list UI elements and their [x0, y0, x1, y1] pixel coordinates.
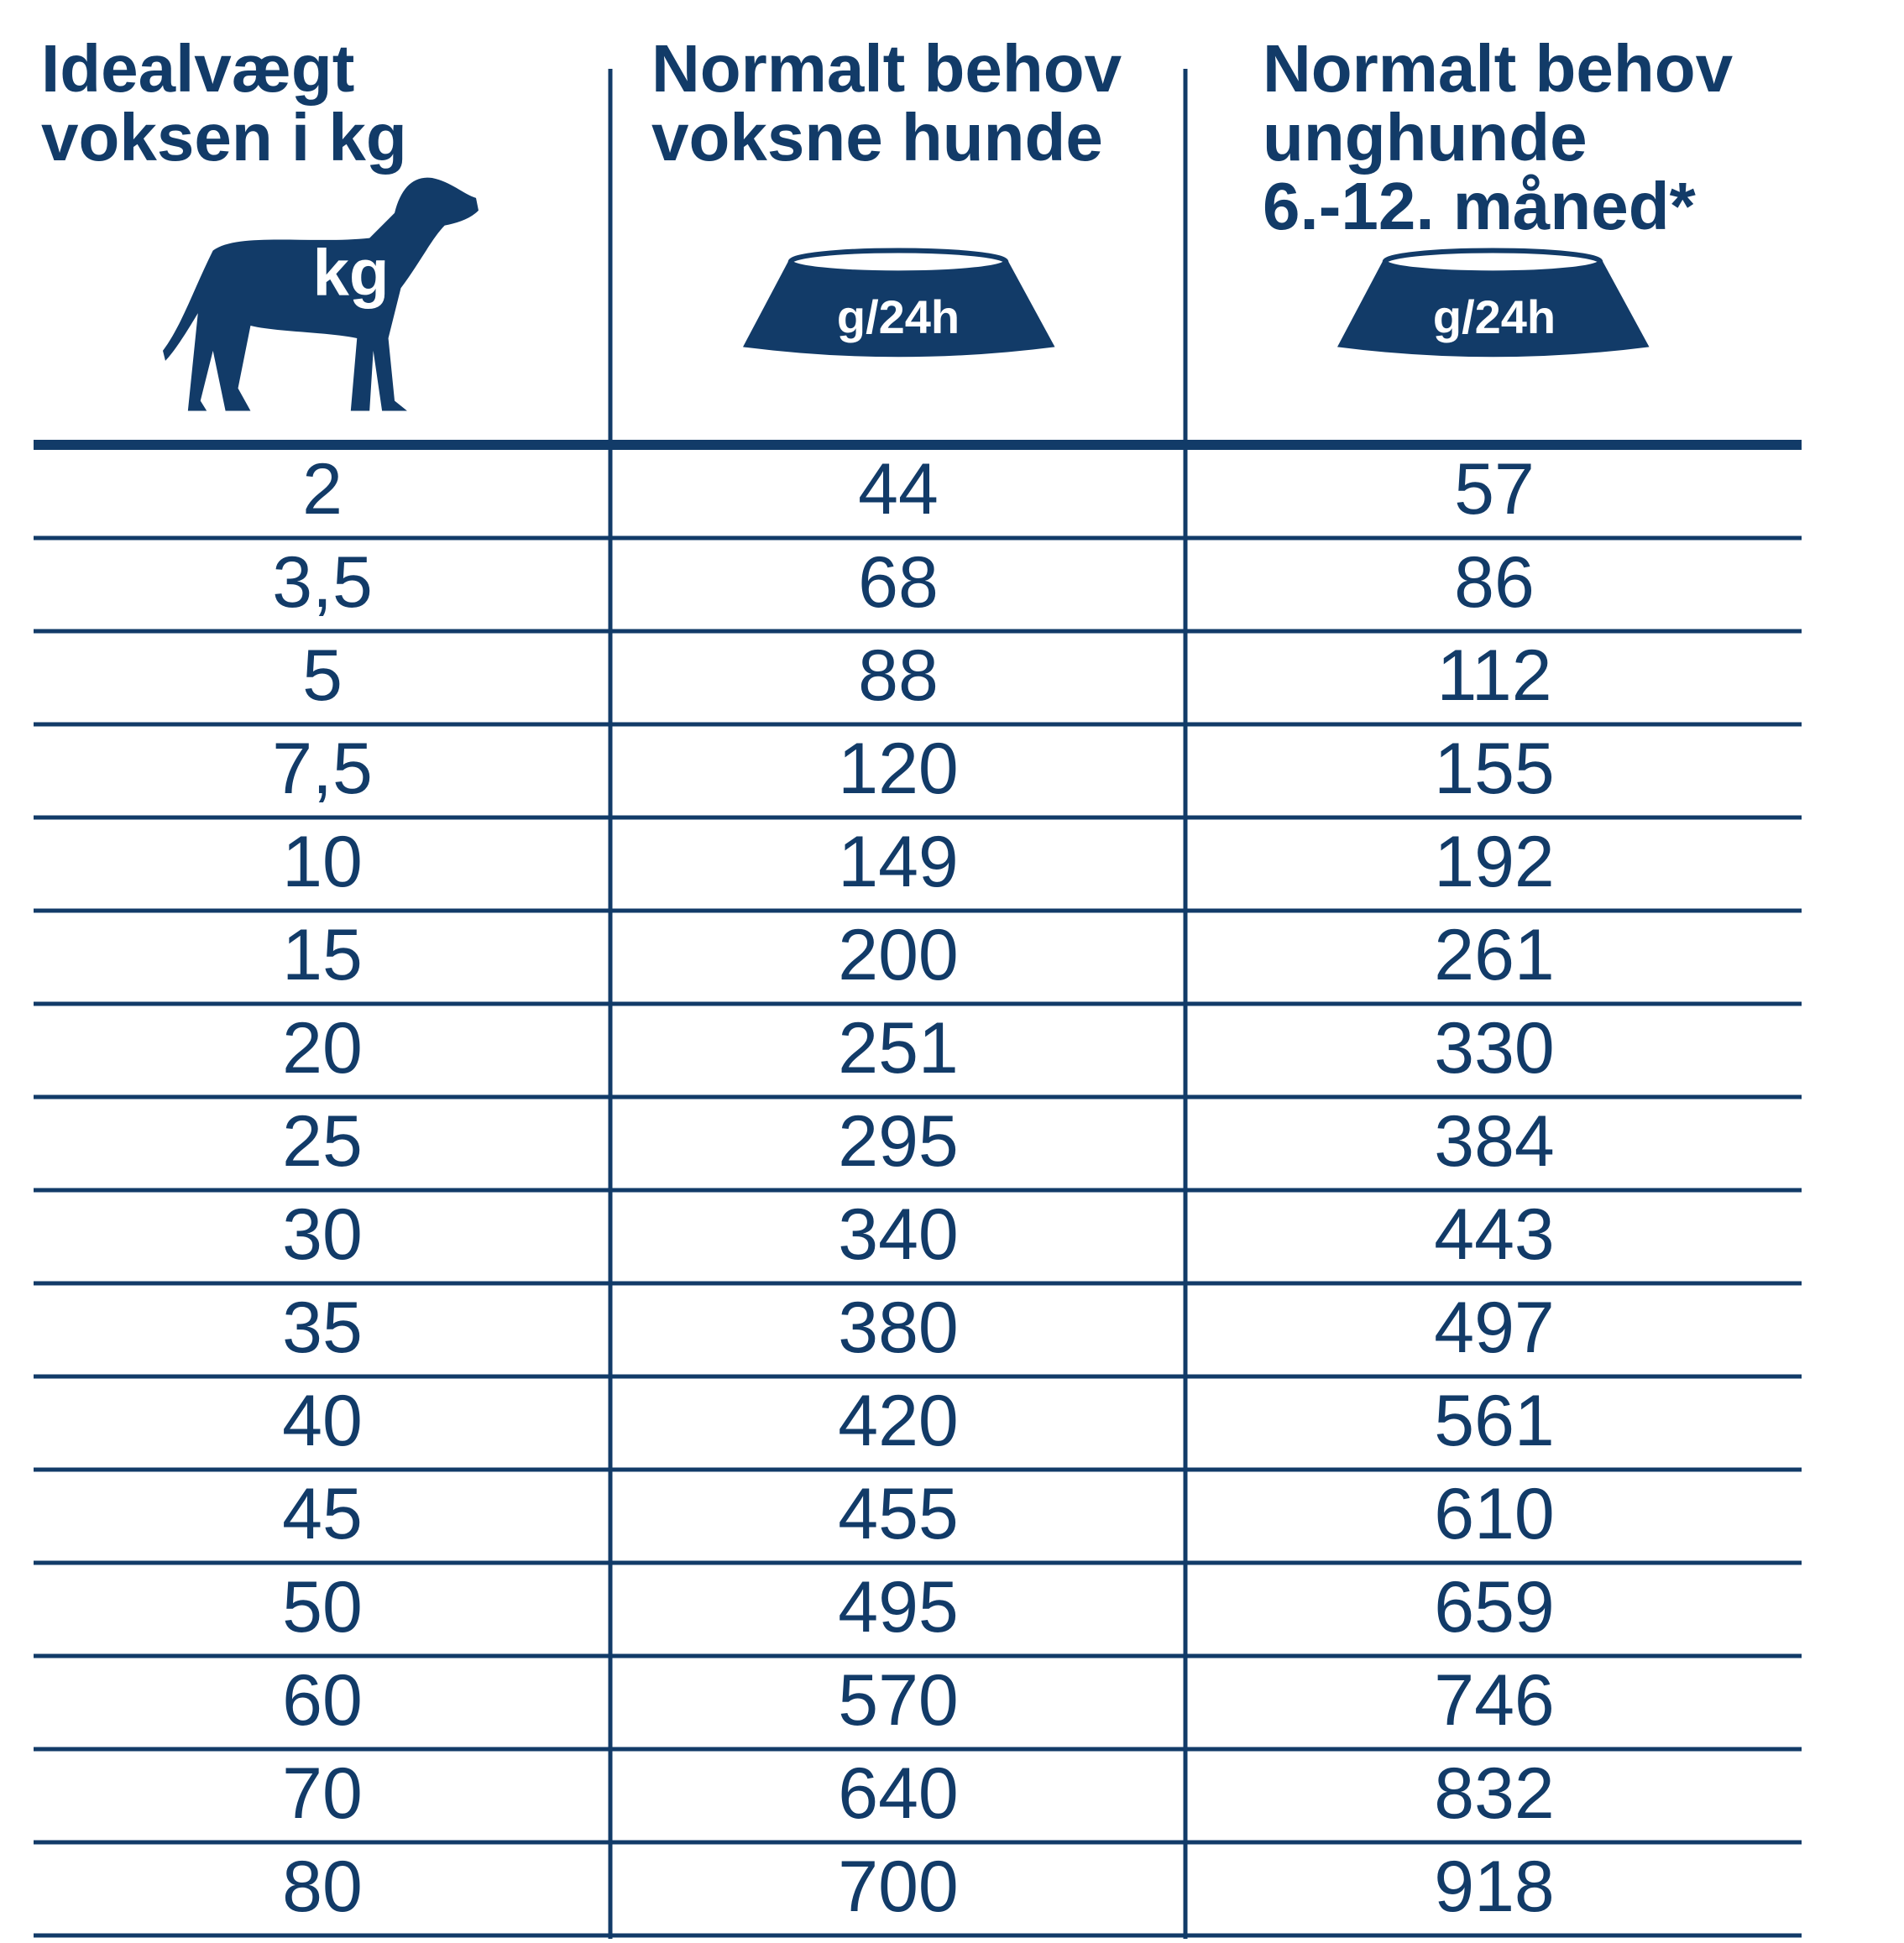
table-cell: 7,5 — [272, 729, 373, 809]
table-cell: 200 — [838, 915, 959, 995]
bowl-icon — [743, 248, 1055, 358]
column-header: Normalt behov — [651, 31, 1122, 106]
table-cell: 120 — [838, 729, 959, 809]
table-cell: 60 — [282, 1660, 363, 1741]
table-cell: 330 — [1434, 1008, 1555, 1089]
table-cell: 40 — [282, 1381, 363, 1461]
table-cell: 495 — [838, 1567, 959, 1648]
table-cell: 261 — [1434, 915, 1555, 995]
table-cell: 155 — [1434, 729, 1555, 809]
table-cell: 497 — [1434, 1287, 1555, 1368]
table-cell: 610 — [1434, 1474, 1555, 1554]
column-header: unghunde — [1263, 100, 1588, 175]
column-header: 6.-12. måned* — [1263, 169, 1697, 243]
table-cell: 340 — [838, 1194, 959, 1275]
table-cell: 44 — [858, 449, 939, 530]
table-cell: 3,5 — [272, 542, 373, 623]
table-cell: 700 — [838, 1846, 959, 1927]
table-cell: 251 — [838, 1008, 959, 1089]
table-cell: 25 — [282, 1101, 363, 1182]
dog-icon-label: kg — [312, 236, 389, 310]
table-cell: 443 — [1434, 1194, 1555, 1275]
table-cell: 455 — [838, 1474, 959, 1554]
table-cell: 659 — [1434, 1567, 1555, 1648]
bowl-label: g/24h — [837, 290, 960, 343]
bowl-icon — [1337, 248, 1650, 358]
table-cell: 112 — [1436, 635, 1551, 716]
table-cell: 86 — [1454, 542, 1535, 623]
table-cell: 570 — [838, 1660, 959, 1741]
table-cell: 192 — [1434, 822, 1555, 902]
table-cell: 832 — [1434, 1753, 1555, 1834]
table-cell: 918 — [1434, 1846, 1555, 1927]
table-cell: 420 — [838, 1381, 959, 1461]
table-cell: 45 — [282, 1474, 363, 1554]
table-cell: 2 — [302, 449, 343, 530]
table-cell: 746 — [1434, 1660, 1555, 1741]
table-cell: 88 — [858, 635, 939, 716]
table-cell: 5 — [302, 635, 343, 716]
table-cell: 15 — [282, 915, 363, 995]
table-cell: 295 — [838, 1101, 959, 1182]
table-cell: 30 — [282, 1194, 363, 1275]
dog-icon — [163, 177, 479, 411]
table-cell: 35 — [282, 1287, 363, 1368]
table-cell: 50 — [282, 1567, 363, 1648]
bowl-label: g/24h — [1433, 290, 1556, 343]
column-header: voksen i kg — [41, 100, 407, 175]
column-header: Idealvægt — [41, 31, 354, 106]
table-cell: 57 — [1454, 449, 1535, 530]
table-cell: 80 — [282, 1846, 363, 1927]
column-header: voksne hunde — [651, 100, 1103, 175]
column-header: Normalt behov — [1263, 31, 1734, 106]
table-cell: 640 — [838, 1753, 959, 1834]
table-cell: 70 — [282, 1753, 363, 1834]
table-cell: 20 — [282, 1008, 363, 1089]
table-cell: 149 — [838, 822, 959, 902]
table-cell: 561 — [1434, 1381, 1555, 1461]
table-cell: 68 — [858, 542, 939, 623]
table-cell: 384 — [1434, 1101, 1555, 1182]
table-cell: 380 — [838, 1287, 959, 1368]
table-cell: 10 — [282, 822, 363, 902]
